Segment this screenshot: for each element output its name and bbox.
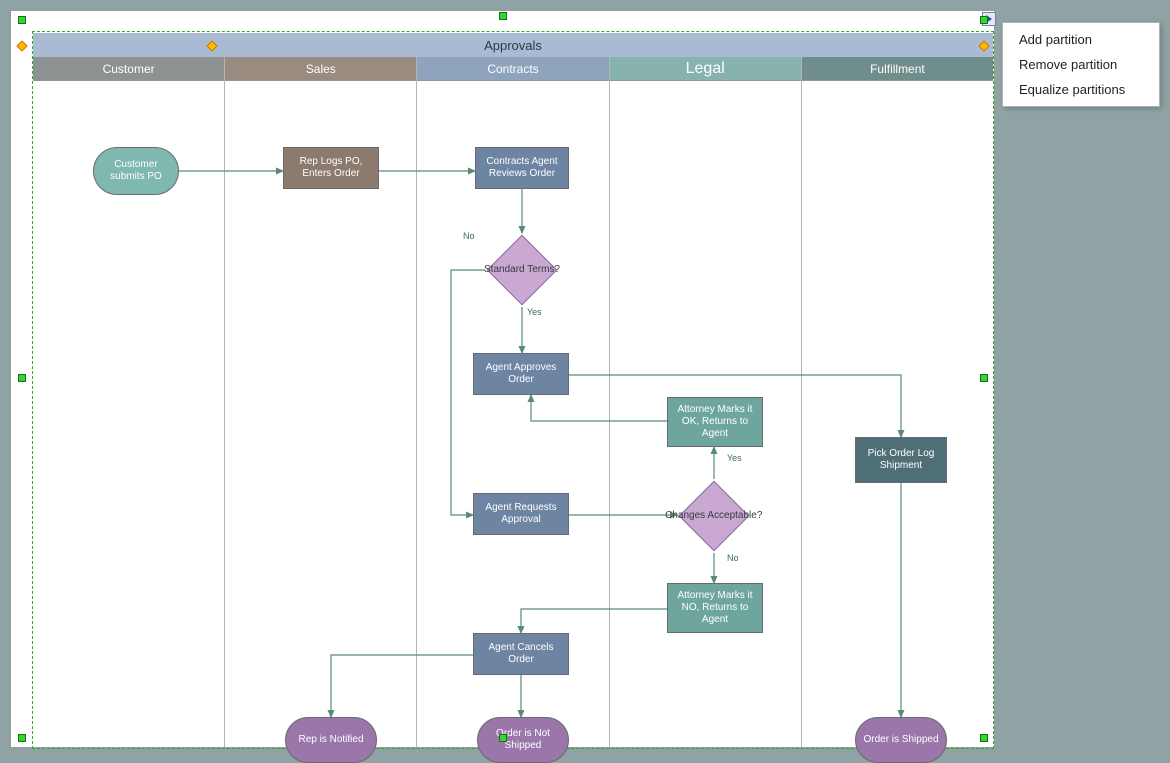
node-label: Pick Order Log Shipment — [856, 448, 946, 472]
menu-item[interactable]: Add partition — [1003, 27, 1159, 52]
node-n_cancel[interactable]: Agent Cancels Order — [473, 633, 569, 675]
lane-header-customer[interactable]: Customer — [33, 57, 224, 81]
menu-item[interactable]: Remove partition — [1003, 52, 1159, 77]
node-label: Order is Shipped — [859, 734, 942, 746]
node-n_reqapp[interactable]: Agent Requests Approval — [473, 493, 569, 535]
node-n_review[interactable]: Contracts Agent Reviews Order — [475, 147, 569, 189]
selection-handle[interactable] — [499, 734, 507, 742]
selection-handle[interactable] — [980, 374, 988, 382]
node-n_attno[interactable]: Attorney Marks it NO, Returns to Agent — [667, 583, 763, 633]
selection-handle[interactable] — [18, 374, 26, 382]
node-n_pick[interactable]: Pick Order Log Shipment — [855, 437, 947, 483]
selection-handle[interactable] — [499, 12, 507, 20]
lane-header-contracts[interactable]: Contracts — [417, 57, 608, 81]
selection-handle[interactable] — [18, 734, 26, 742]
node-n_attok[interactable]: Attorney Marks it OK, Returns to Agent — [667, 397, 763, 447]
node-n_repnot[interactable]: Rep is Notified — [285, 717, 377, 763]
node-label: Rep Logs PO, Enters Order — [284, 156, 378, 180]
swimlane-title-bar[interactable]: Approvals — [33, 33, 993, 57]
selection-handle[interactable] — [18, 16, 26, 24]
context-menu[interactable]: Add partitionRemove partitionEqualize pa… — [1002, 22, 1160, 107]
node-label: Contracts Agent Reviews Order — [476, 156, 568, 180]
lane-header-sales[interactable]: Sales — [225, 57, 416, 81]
swimlane-title-text: Approvals — [484, 38, 542, 53]
selection-handle[interactable] — [980, 16, 988, 24]
node-label: Agent Requests Approval — [474, 502, 568, 526]
node-label: Rep is Notified — [294, 734, 367, 746]
node-n_approve[interactable]: Agent Approves Order — [473, 353, 569, 395]
lane-header-legal[interactable]: Legal — [610, 57, 801, 81]
node-label: Agent Cancels Order — [474, 642, 568, 666]
node-n_notship[interactable]: Order is Not Shipped — [477, 717, 569, 763]
node-label: Standard Terms? — [480, 264, 564, 276]
node-label: Customer submits PO — [94, 159, 178, 183]
node-n_submit[interactable]: Customer submits PO — [93, 147, 179, 195]
node-n_shipped[interactable]: Order is Shipped — [855, 717, 947, 763]
node-label: Order is Not Shipped — [478, 728, 568, 752]
lane-header-fulfillment[interactable]: Fulfillment — [802, 57, 993, 81]
diagram-canvas[interactable]: Approvals CustomerSalesContractsLegalFul… — [10, 10, 995, 748]
node-label: Attorney Marks it NO, Returns to Agent — [668, 590, 762, 626]
menu-item[interactable]: Equalize partitions — [1003, 77, 1159, 102]
node-n_replogs[interactable]: Rep Logs PO, Enters Order — [283, 147, 379, 189]
selection-handle[interactable] — [980, 734, 988, 742]
node-label: Changes Acceptable? — [661, 510, 766, 522]
node-label: Agent Approves Order — [474, 362, 568, 386]
node-label: Attorney Marks it OK, Returns to Agent — [668, 404, 762, 440]
lane-fulfillment[interactable]: Fulfillment — [802, 57, 993, 747]
